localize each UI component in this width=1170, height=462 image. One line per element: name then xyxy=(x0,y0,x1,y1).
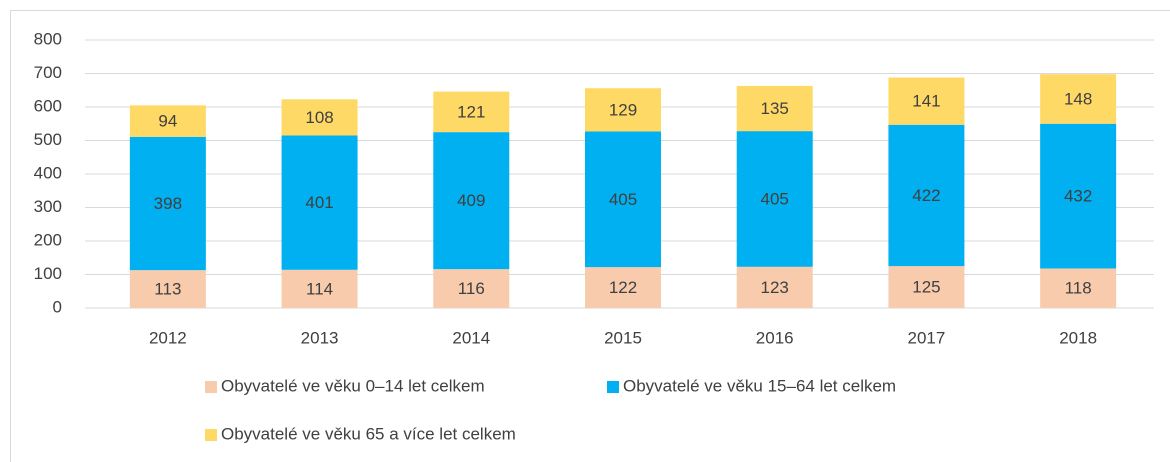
legend-label: Obyvatelé ve věku 15–64 let celkem xyxy=(623,376,896,395)
bar-segment xyxy=(736,85,813,132)
y-tick-label: 800 xyxy=(34,29,62,48)
bar-segment xyxy=(888,77,965,125)
data-label: 422 xyxy=(912,186,940,205)
bar-segment xyxy=(281,135,358,270)
data-label: 94 xyxy=(158,112,177,131)
data-label: 118 xyxy=(1065,279,1092,298)
data-label: 135 xyxy=(761,99,789,118)
bar-segment xyxy=(433,132,510,270)
legend-label: Obyvatelé ve věku 0–14 let celkem xyxy=(221,376,485,395)
data-label: 114 xyxy=(306,279,333,298)
bar-segment xyxy=(888,124,965,267)
data-label: 123 xyxy=(761,278,789,297)
bar-segment xyxy=(281,269,358,308)
bar-segment xyxy=(585,88,661,132)
x-tick-label: 2014 xyxy=(452,328,490,347)
bar-segment xyxy=(1040,268,1117,308)
bar-segment xyxy=(1040,74,1117,124)
bar-segment xyxy=(433,91,510,133)
bar-segment xyxy=(888,266,965,308)
bar-segment xyxy=(736,266,813,308)
bar-segment xyxy=(129,105,206,137)
bar-segment xyxy=(281,99,358,136)
data-label: 405 xyxy=(761,189,789,208)
y-tick-label: 200 xyxy=(34,230,62,249)
x-tick-label: 2017 xyxy=(908,328,946,347)
bar-segment xyxy=(585,267,661,308)
data-label: 141 xyxy=(912,92,940,111)
legend-swatch xyxy=(607,381,619,393)
bar-segment xyxy=(129,136,206,271)
data-label: 121 xyxy=(457,102,485,121)
x-tick-label: 2016 xyxy=(756,328,794,347)
y-tick-label: 400 xyxy=(34,163,62,182)
x-tick-label: 2012 xyxy=(149,328,187,347)
data-label: 129 xyxy=(609,100,637,119)
data-label: 401 xyxy=(305,193,333,212)
data-label: 125 xyxy=(912,278,940,297)
data-label: 148 xyxy=(1064,89,1092,108)
y-tick-label: 600 xyxy=(34,96,62,115)
legend-swatch xyxy=(205,429,217,441)
x-tick-label: 2015 xyxy=(604,328,642,347)
y-tick-label: 500 xyxy=(34,130,62,149)
y-tick-label: 700 xyxy=(34,63,62,82)
y-tick-label: 100 xyxy=(34,264,62,283)
bar-segment xyxy=(585,131,661,268)
data-label: 122 xyxy=(609,278,637,297)
data-label: 116 xyxy=(458,279,485,298)
legend-label: Obyvatelé ve věku 65 a více let celkem xyxy=(221,424,516,443)
bar-segment xyxy=(129,270,206,308)
x-tick-label: 2018 xyxy=(1059,328,1097,347)
bar-segment xyxy=(1040,123,1117,269)
data-label: 405 xyxy=(609,190,637,209)
data-label: 108 xyxy=(305,108,333,127)
y-tick-label: 300 xyxy=(34,197,62,216)
legend-swatch xyxy=(205,381,217,393)
data-label: 409 xyxy=(457,191,485,210)
chart-frame xyxy=(10,10,1170,462)
data-label: 113 xyxy=(154,280,181,299)
data-label: 398 xyxy=(154,194,182,213)
x-tick-label: 2013 xyxy=(301,328,339,347)
y-tick-label: 0 xyxy=(53,297,62,316)
bar-segment xyxy=(736,131,813,267)
data-label: 432 xyxy=(1064,187,1092,206)
bar-segment xyxy=(433,269,510,308)
